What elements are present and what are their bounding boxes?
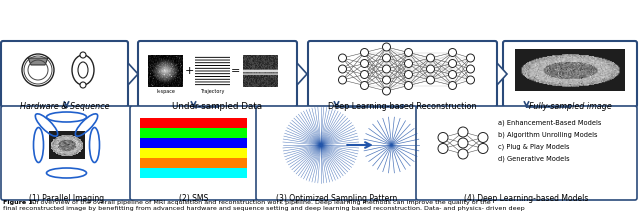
Circle shape [449,49,456,56]
Circle shape [404,71,413,79]
Circle shape [426,54,435,62]
Text: Hardware & Sequence: Hardware & Sequence [20,102,109,111]
Text: d) Generative Models: d) Generative Models [498,156,570,163]
Circle shape [458,127,468,137]
Circle shape [449,59,456,68]
Circle shape [360,59,369,68]
Circle shape [360,71,369,79]
Text: final reconstructed image by benefitting from advanced hardware and sequence set: final reconstructed image by benefitting… [3,206,525,211]
FancyBboxPatch shape [130,106,257,200]
FancyBboxPatch shape [138,41,297,107]
Circle shape [383,54,390,62]
Polygon shape [28,58,48,65]
Text: c) Plug & Play Models: c) Plug & Play Models [498,144,570,151]
Circle shape [467,54,474,62]
FancyBboxPatch shape [416,106,637,200]
Circle shape [360,82,369,89]
Circle shape [360,49,369,56]
Ellipse shape [78,62,88,78]
Text: a) Enhancement-Based Models: a) Enhancement-Based Models [498,120,602,127]
Circle shape [383,76,390,84]
Text: An overview of the overall pipeline of MRI acquisition and reconstruction work p: An overview of the overall pipeline of M… [28,200,491,205]
Circle shape [80,82,86,88]
Text: (2) SMS: (2) SMS [179,194,208,203]
Text: Trajectory: Trajectory [200,89,225,94]
Circle shape [339,76,346,84]
FancyBboxPatch shape [308,41,497,107]
Circle shape [458,138,468,148]
Text: (4) Deep Learning-based Models: (4) Deep Learning-based Models [464,194,589,203]
FancyBboxPatch shape [503,41,637,107]
Circle shape [404,59,413,68]
Text: b) Algorithm Unrolling Models: b) Algorithm Unrolling Models [498,132,598,138]
Polygon shape [497,63,507,85]
Circle shape [458,149,468,159]
Circle shape [426,65,435,73]
Circle shape [383,43,390,51]
Circle shape [438,132,448,142]
FancyBboxPatch shape [1,106,132,200]
FancyBboxPatch shape [256,106,417,200]
Circle shape [383,87,390,95]
Circle shape [80,52,86,58]
Circle shape [467,65,474,73]
FancyBboxPatch shape [1,41,128,107]
Circle shape [404,49,413,56]
Circle shape [22,54,54,86]
Text: Figure 1.: Figure 1. [3,200,35,205]
Circle shape [478,132,488,142]
Polygon shape [128,63,138,85]
Ellipse shape [72,55,94,85]
Text: k-space: k-space [156,89,175,94]
Circle shape [449,71,456,79]
Polygon shape [297,63,307,85]
Text: (1) Parallel Imaging: (1) Parallel Imaging [29,194,104,203]
Circle shape [339,65,346,73]
Circle shape [404,82,413,89]
Circle shape [426,76,435,84]
Text: Fully-sampled image: Fully-sampled image [529,102,611,111]
Circle shape [449,82,456,89]
Text: Under-sampled Data: Under-sampled Data [172,102,262,111]
Circle shape [467,76,474,84]
Text: +: + [184,66,194,76]
Text: Deep Learning-based Reconstruction: Deep Learning-based Reconstruction [328,102,477,111]
Text: (3) Optimized Sampling Pattern: (3) Optimized Sampling Pattern [276,194,397,203]
Circle shape [478,144,488,154]
Text: =: = [231,66,241,76]
Circle shape [339,54,346,62]
Circle shape [383,65,390,73]
Circle shape [438,144,448,154]
